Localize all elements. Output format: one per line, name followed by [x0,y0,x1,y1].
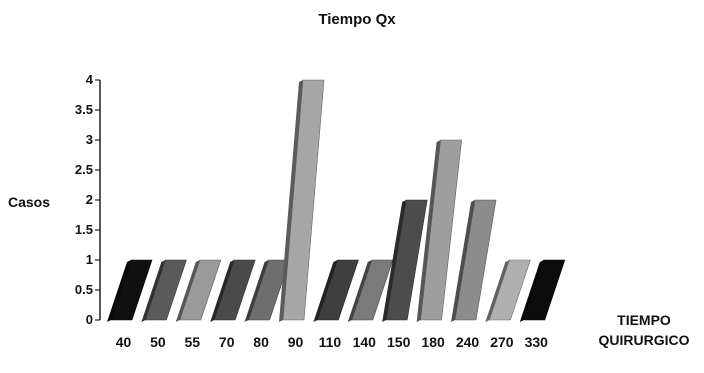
bar-side-180 [416,140,441,322]
bar-side-270 [485,260,510,322]
y-tick-label: 4 [86,72,94,87]
x-axis-categories: 40 50 55 70 80 90 110 140 150 180 240 270 330 [116,334,548,350]
bar-series [107,79,566,322]
bar-side-150 [382,200,407,322]
chart-title: Tiempo Qx [318,11,396,28]
y-tick-label: 1 [86,252,93,267]
bar-side-55 [175,260,200,322]
x-category-label: 40 [116,334,132,350]
y-axis-ticks: 0 0.5 1 1.5 2 2.5 3 3.5 4 [75,72,100,327]
bar-90 [282,79,325,321]
y-tick-label: 3.5 [75,102,93,117]
x-axis-label-line-2: QUIRURGICO [599,332,690,348]
bar-side-330 [519,260,544,322]
bar-side-80 [244,260,269,322]
y-tick-label: 2 [86,192,93,207]
bar-side-50 [141,260,166,322]
y-tick-label: 1.5 [75,222,93,237]
y-tick-label: 3 [86,132,93,147]
y-axis-label: Casos [8,194,50,210]
y-tick-label: 2.5 [75,162,93,177]
bar-side-40 [107,260,131,322]
x-category-label: 330 [525,334,549,350]
y-tick-label: 0.5 [75,282,93,297]
bar-180 [420,139,462,321]
bar-side-110 [313,260,338,322]
bar-50 [144,259,187,321]
bar-70 [213,259,256,321]
x-category-label: 240 [456,334,480,350]
x-category-label: 110 [319,334,342,350]
x-axis-label-line-1: TIEMPO [617,312,671,328]
bar-55 [179,259,222,321]
x-category-label: 150 [387,334,411,350]
bar-80 [248,259,291,321]
y-tick-label: 0 [86,312,93,327]
x-category-label: 50 [150,334,166,350]
bar-240 [454,199,497,321]
bar-side-90 [279,80,303,322]
bar-side-240 [451,200,475,322]
x-category-label: 270 [490,334,514,350]
x-category-label: 140 [353,334,377,350]
x-category-label: 70 [219,334,235,350]
x-category-label: 180 [421,334,445,350]
x-category-label: 80 [253,334,269,350]
bar-side-70 [210,260,235,322]
bar-330 [523,259,566,321]
x-category-label: 90 [288,334,304,350]
bar-side-140 [347,260,372,322]
x-category-label: 55 [185,334,201,350]
